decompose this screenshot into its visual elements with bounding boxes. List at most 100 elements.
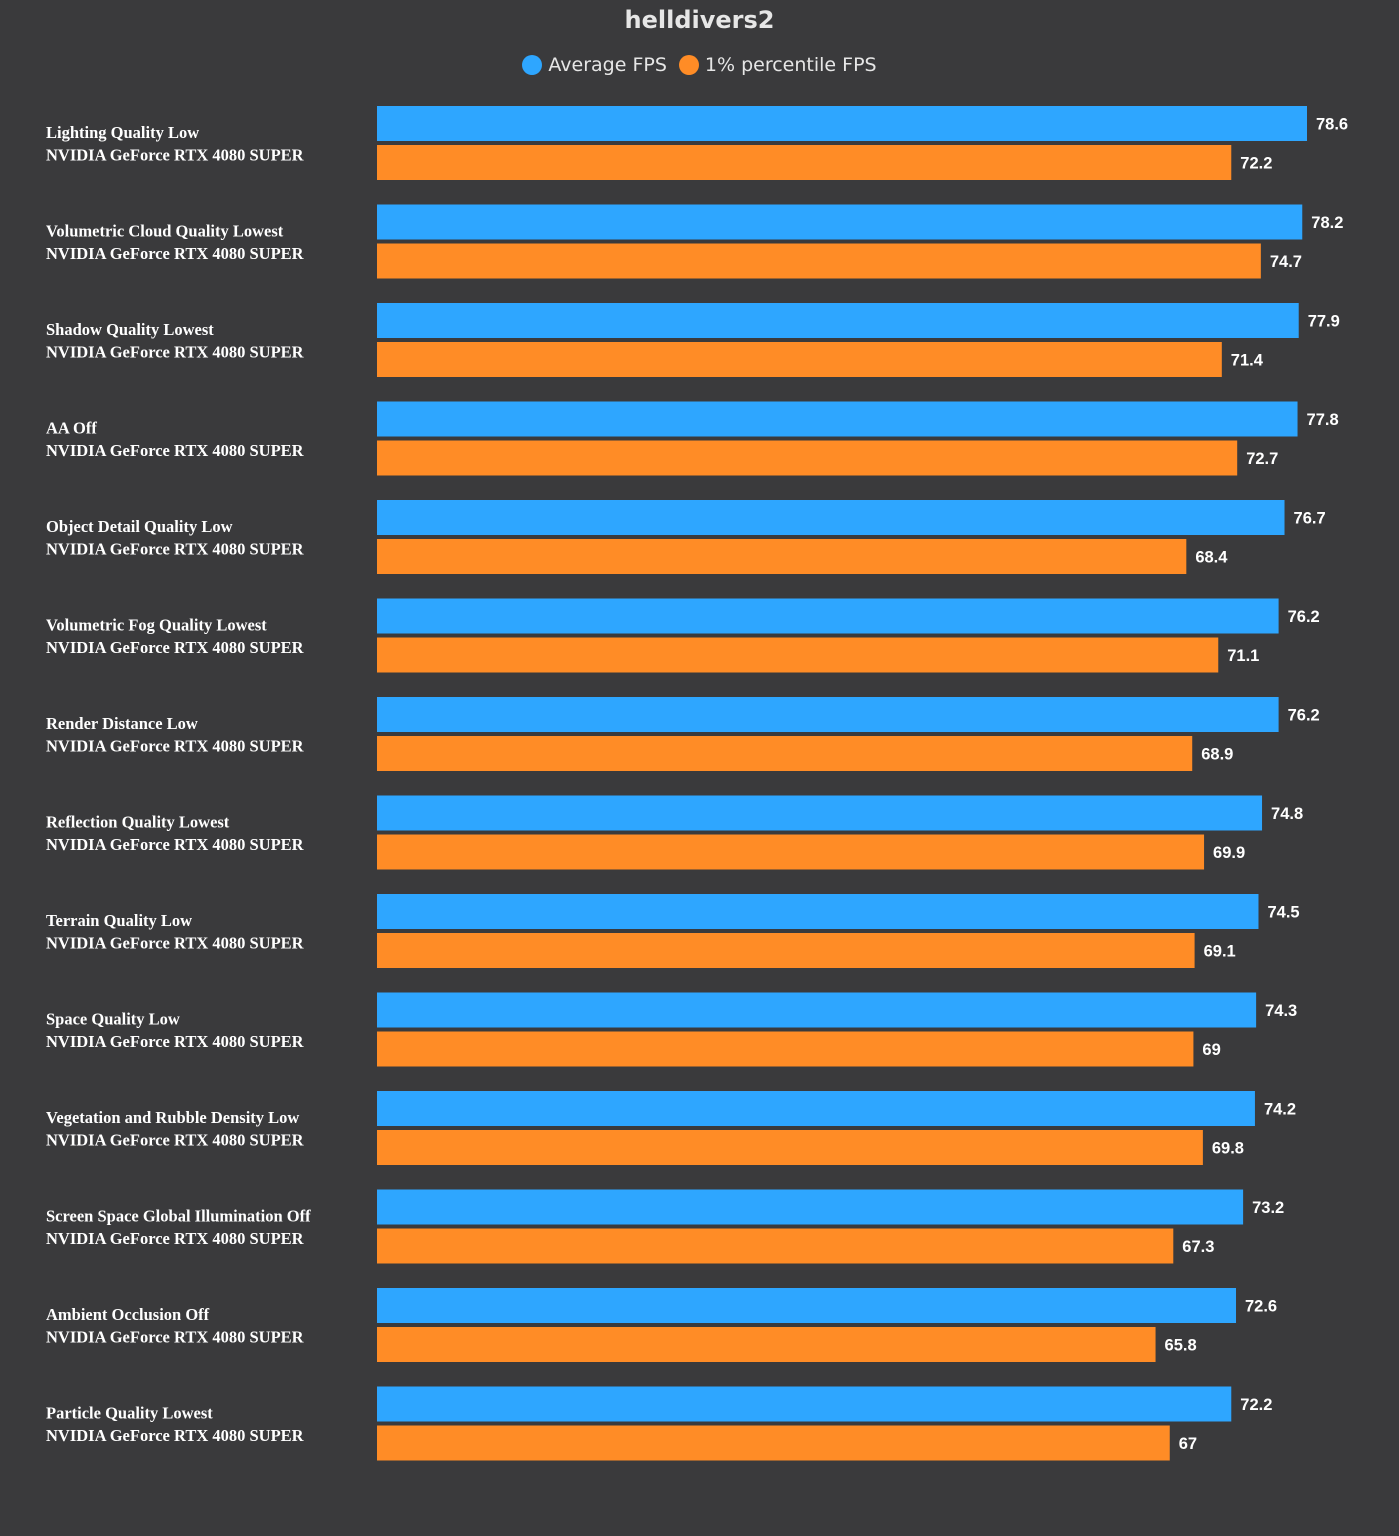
bar-group: Particle Quality Lowest NVIDIA GeForce RT… [46, 1386, 1272, 1461]
bar-percentile-fps[interactable] [377, 539, 1187, 574]
bar-average-fps[interactable] [377, 401, 1298, 437]
category-label: Object Detail Quality Low NVIDIA GeForce … [46, 517, 305, 559]
value-label-average-fps: 78.6 [1316, 116, 1348, 134]
bar-average-fps[interactable] [377, 894, 1259, 929]
bar-percentile-fps[interactable] [377, 834, 1205, 870]
value-label-percentile-fps: 72.7 [1246, 450, 1278, 468]
category-label: Shadow Quality Lowest NVIDIA GeForce RTX … [46, 320, 305, 362]
category-label-line2: NVIDIA GeForce RTX 4080 SUPER [46, 1131, 305, 1150]
bar-average-fps[interactable] [377, 106, 1307, 141]
bar-average-fps[interactable] [377, 1288, 1237, 1323]
category-label-line1: Object Detail Quality Low [46, 517, 233, 536]
value-label-percentile-fps: 68.4 [1195, 549, 1228, 567]
bar-group: Reflection Quality Lowest NVIDIA GeForce … [46, 795, 1303, 870]
category-label-line1: Shadow Quality Lowest [46, 320, 214, 339]
category-label-line1: Particle Quality Lowest [46, 1404, 213, 1423]
category-label-line1: Screen Space Global Illumination Off [46, 1207, 311, 1226]
value-label-percentile-fps: 69.9 [1213, 844, 1245, 862]
value-label-percentile-fps: 71.1 [1227, 647, 1259, 665]
bar-group: AA Off NVIDIA GeForce RTX 4080 SUPER 77.8 7… [46, 401, 1339, 476]
bar-group: Screen Space Global Illumination Off NVID… [46, 1189, 1284, 1264]
category-label-line2: NVIDIA GeForce RTX 4080 SUPER [46, 835, 305, 854]
legend-label-percentile-fps: 1% percentile FPS [704, 54, 877, 76]
bar-group: Volumetric Fog Quality Lowest NVIDIA GeFo… [46, 598, 1320, 673]
category-label-line2: NVIDIA GeForce RTX 4080 SUPER [46, 343, 305, 362]
bar-group: Volumetric Cloud Quality Lowest NVIDIA Ge… [46, 204, 1343, 279]
bar-average-fps[interactable] [377, 303, 1299, 338]
category-label: Screen Space Global Illumination Off NVID… [46, 1207, 311, 1249]
category-label: Vegetation and Rubble Density Low NVIDIA … [46, 1108, 305, 1150]
value-label-average-fps: 72.2 [1240, 1396, 1272, 1414]
bar-average-fps[interactable] [377, 204, 1303, 240]
bar-percentile-fps[interactable] [377, 1130, 1203, 1165]
bar-group: Vegetation and Rubble Density Low NVIDIA … [46, 1091, 1296, 1165]
category-label-line1: Space Quality Low [46, 1010, 180, 1029]
value-label-average-fps: 72.6 [1245, 1298, 1277, 1316]
bar-percentile-fps[interactable] [377, 440, 1238, 476]
bar-percentile-fps[interactable] [377, 1031, 1194, 1067]
value-label-percentile-fps: 72.2 [1240, 155, 1272, 173]
bar-percentile-fps[interactable] [377, 1228, 1174, 1264]
bar-percentile-fps[interactable] [377, 637, 1219, 673]
value-label-average-fps: 76.2 [1288, 707, 1320, 725]
value-label-average-fps: 74.5 [1267, 904, 1299, 922]
bar-percentile-fps[interactable] [377, 243, 1261, 279]
value-label-average-fps: 73.2 [1252, 1199, 1284, 1217]
legend-dot-percentile-fps [678, 55, 699, 75]
category-label-line1: Terrain Quality Low [46, 911, 192, 930]
category-label-line2: NVIDIA GeForce RTX 4080 SUPER [46, 638, 305, 657]
category-label: Terrain Quality Low NVIDIA GeForce RTX 40… [46, 911, 305, 953]
category-label: Render Distance Low NVIDIA GeForce RTX 40… [46, 714, 305, 756]
bar-average-fps[interactable] [377, 1386, 1232, 1422]
category-label-line2: NVIDIA GeForce RTX 4080 SUPER [46, 1229, 305, 1248]
bar-average-fps[interactable] [377, 795, 1263, 831]
value-label-average-fps: 74.3 [1265, 1002, 1297, 1020]
bar-average-fps[interactable] [377, 697, 1279, 732]
bar-group: Render Distance Low NVIDIA GeForce RTX 40… [46, 697, 1320, 771]
category-label-line2: NVIDIA GeForce RTX 4080 SUPER [46, 244, 305, 263]
bar-average-fps[interactable] [377, 500, 1285, 535]
bar-percentile-fps[interactable] [377, 1327, 1156, 1362]
bar-average-fps[interactable] [377, 992, 1257, 1028]
category-label: Reflection Quality Lowest NVIDIA GeForce … [46, 813, 305, 855]
bar-group: Shadow Quality Lowest NVIDIA GeForce RTX … [46, 303, 1340, 377]
value-label-percentile-fps: 69 [1202, 1041, 1220, 1059]
category-label-line2: NVIDIA GeForce RTX 4080 SUPER [46, 1328, 305, 1347]
bar-average-fps[interactable] [377, 1189, 1244, 1225]
category-label: Lighting Quality Low NVIDIA GeForce RTX 4… [46, 123, 305, 165]
bar-group: Ambient Occlusion Off NVIDIA GeForce RTX … [46, 1288, 1277, 1362]
value-label-percentile-fps: 65.8 [1165, 1337, 1197, 1355]
value-label-percentile-fps: 67 [1179, 1435, 1197, 1453]
value-label-percentile-fps: 74.7 [1270, 253, 1302, 271]
chart-title: helldivers2 [624, 6, 775, 34]
bar-percentile-fps[interactable] [377, 342, 1222, 377]
category-label-line1: AA Off [46, 419, 97, 438]
bar-percentile-fps[interactable] [377, 736, 1193, 771]
value-label-percentile-fps: 69.1 [1204, 943, 1236, 961]
category-label-line1: Render Distance Low [46, 714, 198, 733]
category-label: Volumetric Cloud Quality Lowest NVIDIA Ge… [46, 222, 305, 264]
category-label-line2: NVIDIA GeForce RTX 4080 SUPER [46, 1426, 305, 1445]
bar-percentile-fps[interactable] [377, 1425, 1170, 1461]
legend-item-percentile-fps[interactable]: 1% percentile FPS [678, 54, 877, 76]
category-label-line1: Vegetation and Rubble Density Low [46, 1108, 299, 1127]
category-label: Volumetric Fog Quality Lowest NVIDIA GeFo… [46, 616, 305, 658]
value-label-percentile-fps: 71.4 [1231, 352, 1264, 370]
category-label-line1: Reflection Quality Lowest [46, 813, 230, 832]
chart-legend: Average FPS 1% percentile FPS [0, 54, 1399, 76]
category-label-line2: NVIDIA GeForce RTX 4080 SUPER [46, 441, 305, 460]
category-label-line2: NVIDIA GeForce RTX 4080 SUPER [46, 540, 305, 559]
bar-percentile-fps[interactable] [377, 933, 1195, 968]
category-label-line1: Lighting Quality Low [46, 123, 199, 142]
legend-dot-average-fps [522, 55, 543, 75]
category-label-line2: NVIDIA GeForce RTX 4080 SUPER [46, 1032, 305, 1051]
category-label: AA Off NVIDIA GeForce RTX 4080 SUPER [46, 419, 305, 461]
bar-average-fps[interactable] [377, 1091, 1255, 1126]
category-label: Ambient Occlusion Off NVIDIA GeForce RTX … [46, 1305, 305, 1347]
bar-percentile-fps[interactable] [377, 145, 1232, 180]
category-label-line1: Volumetric Fog Quality Lowest [46, 616, 267, 635]
legend-item-average-fps[interactable]: Average FPS [522, 54, 667, 76]
bar-average-fps[interactable] [377, 598, 1279, 634]
